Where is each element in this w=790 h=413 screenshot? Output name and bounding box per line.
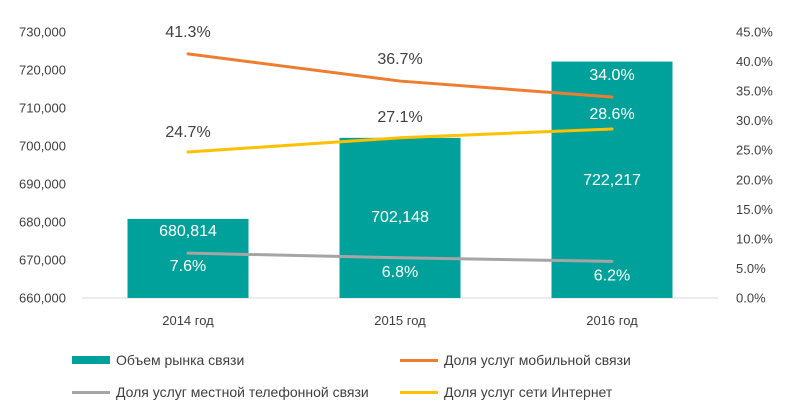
legend-swatch-internet <box>400 390 438 394</box>
right-axis-tick: 30.0% <box>736 113 773 128</box>
bar-value-label: 722,217 <box>583 172 641 189</box>
series-line-1 <box>186 127 614 154</box>
bar-market-volume <box>551 61 673 298</box>
x-axis-tick: 2014 год <box>162 313 214 328</box>
line-value-label: 41.3% <box>165 24 210 41</box>
left-axis-tick: 730,000 <box>19 25 66 40</box>
x-axis-tick: 2016 год <box>586 313 638 328</box>
right-axis-tick: 45.0% <box>736 25 773 40</box>
legend-swatch-mobile <box>400 358 438 362</box>
right-axis-tick: 35.0% <box>736 84 773 99</box>
line-value-label: 7.6% <box>170 258 206 275</box>
x-axis-tick: 2015 год <box>374 313 426 328</box>
bar-market-volume <box>127 218 249 298</box>
bar-value-label: 680,814 <box>159 223 217 240</box>
right-axis-tick: 0.0% <box>736 291 766 306</box>
left-axis-tick: 680,000 <box>19 215 66 230</box>
line-value-label: 27.1% <box>377 109 422 126</box>
left-axis-tick: 660,000 <box>19 291 66 306</box>
legend-label-internet: Доля услуг сети Интернет <box>444 384 613 400</box>
left-axis-tick: 670,000 <box>19 253 66 268</box>
legend-item-mobile: Доля услуг мобильной связи <box>400 352 631 368</box>
legend-label-local-phone: Доля услуг местной телефонной связи <box>116 384 369 400</box>
series-line-2 <box>186 251 614 263</box>
line-value-label: 34.0% <box>589 67 634 84</box>
bar-market-volume <box>339 137 461 298</box>
legend-swatch-local-phone <box>72 390 110 394</box>
left-axis-tick: 690,000 <box>19 177 66 192</box>
line-value-label: 24.7% <box>165 124 210 141</box>
left-axis-tick: 700,000 <box>19 139 66 154</box>
legend-item-internet: Доля услуг сети Интернет <box>400 384 612 400</box>
right-axis-tick: 25.0% <box>736 143 773 158</box>
left-axis-tick: 710,000 <box>19 101 66 116</box>
legend-label-market-volume: Объем рынка связи <box>116 352 245 368</box>
legend-item-local-phone: Доля услуг местной телефонной связи <box>72 384 369 400</box>
line-value-label: 28.6% <box>589 106 634 123</box>
line-value-label: 6.2% <box>594 267 630 284</box>
line-value-label: 6.8% <box>382 264 418 281</box>
right-axis-tick: 15.0% <box>736 202 773 217</box>
right-axis-tick: 10.0% <box>736 231 773 246</box>
legend-label-mobile: Доля услуг мобильной связи <box>444 352 631 368</box>
legend-swatch-bar <box>72 356 110 364</box>
right-axis-tick: 20.0% <box>736 172 773 187</box>
left-axis-tick: 720,000 <box>19 63 66 78</box>
line-value-label: 36.7% <box>377 51 422 68</box>
bar-value-label: 702,148 <box>371 209 429 226</box>
series-line-0 <box>186 52 614 99</box>
right-axis-tick: 5.0% <box>736 261 766 276</box>
right-axis-tick: 40.0% <box>736 54 773 69</box>
legend-item-market-volume: Объем рынка связи <box>72 352 244 368</box>
